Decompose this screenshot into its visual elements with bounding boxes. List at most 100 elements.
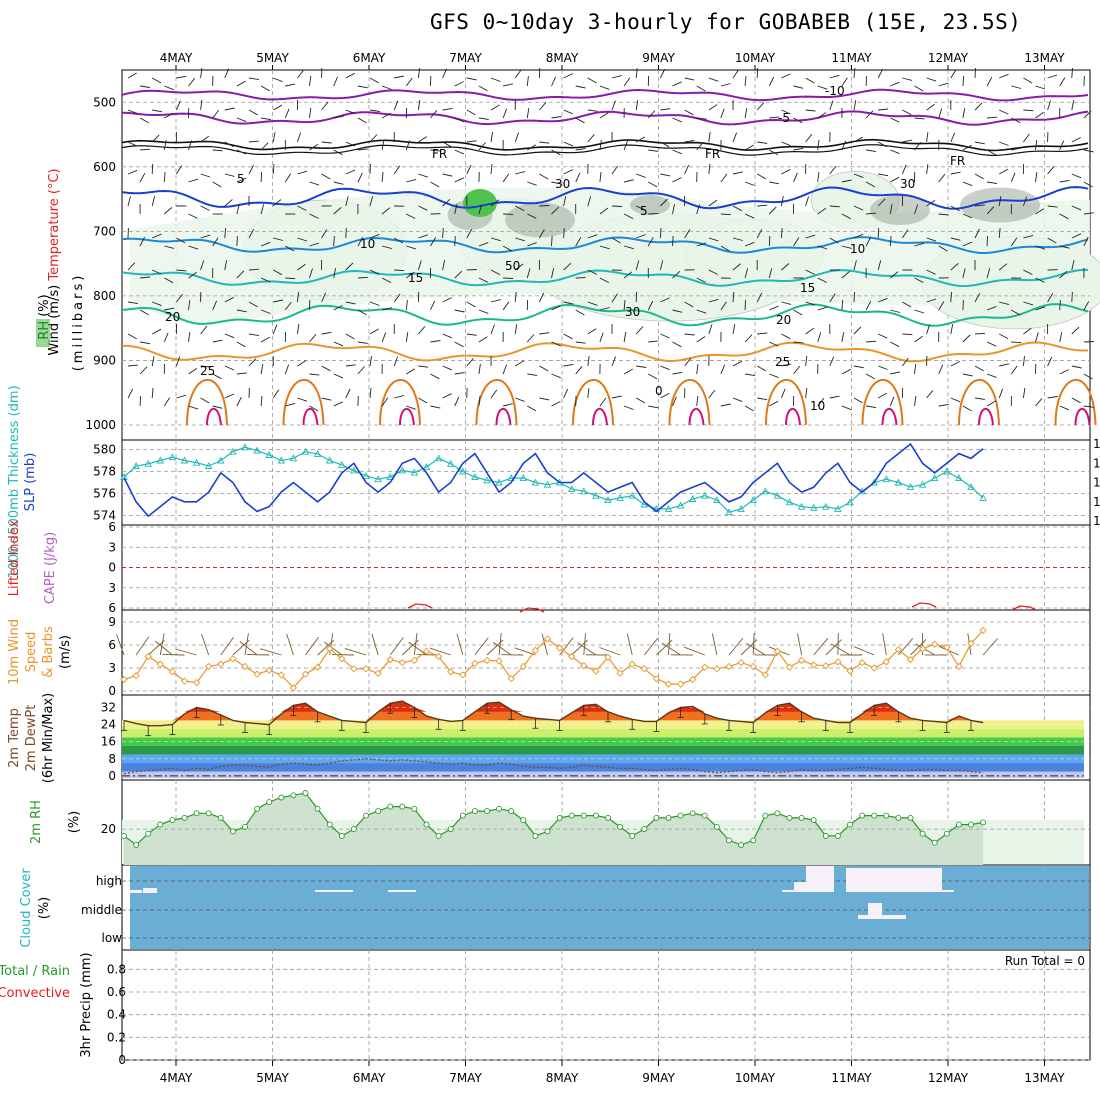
wind-barb <box>514 324 518 335</box>
wind-barb <box>877 141 888 148</box>
wind-barb <box>551 341 561 347</box>
wind-barb <box>720 403 731 407</box>
rh-point <box>786 814 793 821</box>
wind-barb <box>418 173 429 178</box>
wind-speed-point <box>737 658 745 667</box>
isotherm-30-arc <box>379 378 421 426</box>
label-slp: SLP (mb) <box>23 453 38 512</box>
wind-barb <box>974 332 986 335</box>
wind-barb <box>623 332 627 343</box>
y-tick-temp: 8 <box>108 752 116 766</box>
rh-point <box>411 805 418 812</box>
wind-barb <box>212 109 220 119</box>
wind-barb <box>442 260 446 271</box>
rh-point <box>568 812 575 819</box>
isotherm-5 <box>121 186 1089 210</box>
wind-barb <box>889 396 895 407</box>
wind-speed-point <box>156 660 164 668</box>
wind-barb <box>296 292 300 303</box>
wind-barb <box>539 397 550 401</box>
wind-barb <box>272 104 283 111</box>
wind-barb <box>1047 205 1058 208</box>
cloud-cover-block <box>782 890 796 892</box>
wind-barb <box>260 277 271 283</box>
thickness-point <box>664 504 673 512</box>
label-wind10m: (m/s) <box>58 635 73 669</box>
wind-barb <box>309 268 313 279</box>
wind-barb <box>248 109 258 116</box>
thickness-point <box>543 480 552 488</box>
wind-barb <box>152 109 163 113</box>
wind-barb <box>793 341 804 344</box>
wind-barb-10m <box>162 653 185 656</box>
rh-point <box>605 814 611 821</box>
thickness-point <box>616 493 624 501</box>
wind-barb <box>914 117 925 120</box>
wind-barb <box>732 324 736 335</box>
wind-barb <box>793 147 804 151</box>
wind-barb <box>321 229 328 239</box>
wind-barb <box>309 213 319 219</box>
contour-label: 30 <box>900 177 915 191</box>
rh-point <box>242 823 248 830</box>
wind-barb <box>1059 299 1061 311</box>
label-rh-unit: (%) <box>67 811 82 834</box>
wind-barb <box>587 356 590 367</box>
wind-barb <box>732 360 743 367</box>
wind-barb <box>503 83 513 87</box>
wind-barb <box>381 332 387 343</box>
wind-barb <box>224 365 235 371</box>
wind-barb <box>756 292 763 303</box>
wind-barb <box>188 332 191 343</box>
wind-barb-10m <box>541 633 548 656</box>
wind-barb <box>732 205 743 212</box>
wind-barb <box>418 397 428 404</box>
wind-barb <box>635 260 640 271</box>
wind-barb <box>817 85 828 90</box>
wind-barb <box>1059 270 1068 279</box>
wind-speed-point <box>313 663 322 671</box>
wind-barb <box>829 237 839 244</box>
wind-barb-10m <box>389 637 404 656</box>
wind-barb <box>551 116 562 119</box>
wind-barb <box>478 242 489 247</box>
wind-speed-point <box>253 670 261 678</box>
wind-barb <box>938 82 949 87</box>
wind-barb <box>829 74 840 79</box>
wind-barb <box>309 373 320 376</box>
wind-barb <box>696 277 706 283</box>
wind-barb <box>539 205 550 207</box>
wind-barb <box>1023 109 1034 112</box>
y-tick-upper: 700 <box>93 224 116 238</box>
wind-barb <box>962 268 966 279</box>
wind-speed-point <box>229 655 237 663</box>
wind-speed-point <box>834 658 842 666</box>
wind-barb-10m <box>661 642 681 656</box>
wind-barb <box>345 109 356 115</box>
thickness-point <box>567 485 576 493</box>
wind-barb <box>635 68 638 79</box>
y-tick-wind10m: 9 <box>108 615 116 629</box>
thickness-point <box>277 456 286 464</box>
cloud-cover-block <box>846 868 942 892</box>
wind-barb <box>309 144 319 151</box>
wind-barb <box>200 100 203 111</box>
wind-barb <box>345 169 356 175</box>
cloud-cover-block <box>940 890 954 892</box>
cloud-cover-block <box>858 915 868 919</box>
wind-barb <box>514 263 524 271</box>
wind-barb <box>1071 233 1082 239</box>
wind-barb <box>369 134 378 143</box>
rh-point <box>169 817 176 824</box>
wind-speed-point <box>725 662 733 671</box>
wind-barb-10m <box>825 639 842 656</box>
thickness-point <box>882 475 891 483</box>
wind-barb <box>478 117 489 120</box>
wind-speed-point <box>434 652 443 661</box>
wind-barb <box>127 169 138 175</box>
cloud-cover-block <box>882 915 906 919</box>
wind-barb <box>611 205 623 207</box>
wind-barb <box>1071 205 1082 211</box>
wind-barb-10m <box>853 646 875 656</box>
wind-barb <box>587 134 595 143</box>
